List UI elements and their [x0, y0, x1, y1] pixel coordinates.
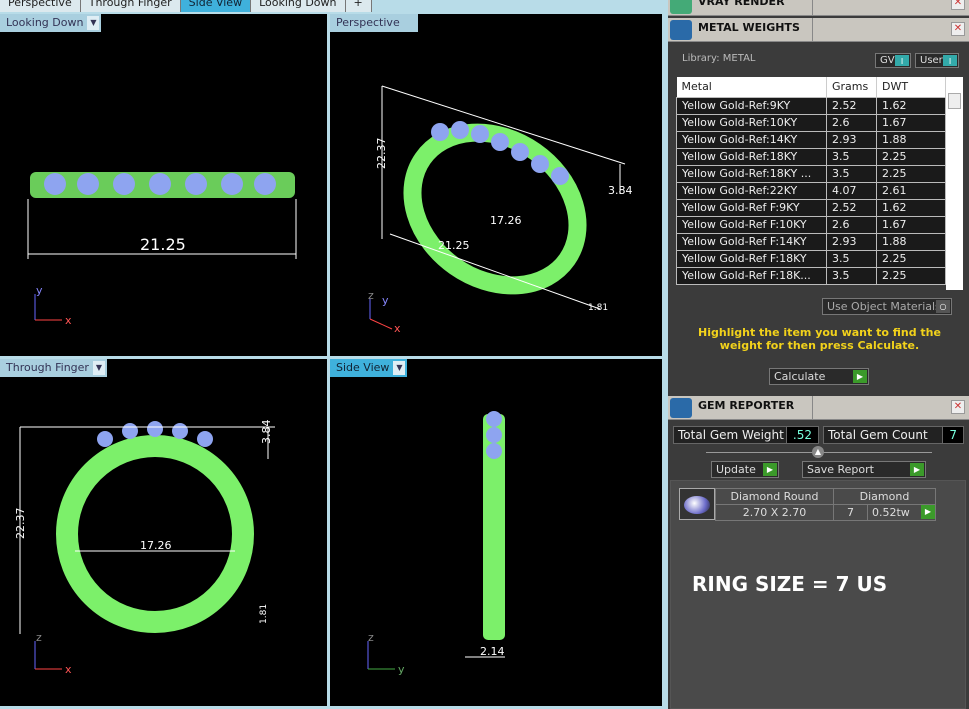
svg-text:y: y: [382, 294, 389, 307]
svg-text:3.84: 3.84: [608, 184, 633, 197]
viewport-label[interactable]: Side View ▼: [330, 359, 408, 377]
svg-text:z: z: [368, 289, 374, 302]
tab-perspective[interactable]: Perspective: [0, 0, 81, 12]
dim-label: 21.25: [140, 235, 186, 254]
close-icon[interactable]: ✕: [951, 0, 965, 10]
metal-row[interactable]: Yellow Gold-Ref:9KY 2.52 1.62: [676, 96, 946, 115]
svg-text:1.81: 1.81: [588, 303, 608, 313]
svg-text:y: y: [36, 284, 43, 297]
svg-text:x: x: [65, 663, 72, 676]
right-panel: VRAY RENDER ✕ METAL WEIGHTS ✕ Library: M…: [668, 0, 969, 709]
metal-row[interactable]: Yellow Gold-Ref:18KY ... 3.5 2.25: [676, 164, 946, 183]
vray-icon: [670, 0, 692, 14]
viewport-label[interactable]: Through Finger ▼: [0, 359, 107, 377]
gem-reporter-header[interactable]: GEM REPORTER ✕: [668, 396, 969, 420]
viewport-side-view[interactable]: 2.14 z y Side View ▼: [330, 359, 662, 706]
total-gem-count: Total Gem Count 7: [823, 426, 964, 444]
svg-text:22.37: 22.37: [375, 138, 388, 170]
report-icon: [670, 398, 692, 418]
viewport-looking-down[interactable]: 21.25 y x Looking Down ▼: [0, 14, 327, 356]
close-icon[interactable]: ✕: [951, 22, 965, 36]
gem-row[interactable]: 2.70 X 2.70 7 0.52tw: [715, 504, 936, 521]
metal-row[interactable]: Yellow Gold-Ref:18KY 3.5 2.25: [676, 147, 946, 166]
viewport-label[interactable]: Perspective: [330, 14, 418, 32]
chevron-down-icon[interactable]: ▼: [393, 361, 406, 375]
ring-side-view: 2.14 z y: [367, 411, 505, 676]
total-gem-weight: Total Gem Weight .52: [673, 426, 819, 444]
use-object-materials-toggle[interactable]: Use Object Materials ○: [822, 298, 952, 315]
add-tab-button[interactable]: +: [345, 0, 372, 12]
calculate-button[interactable]: Calculate ▶: [769, 368, 869, 385]
collapse-handle[interactable]: ▲: [812, 446, 824, 458]
ring-front-view: 22.37 3.84 17.26 1.81 z x: [14, 420, 275, 676]
metal-row[interactable]: Yellow Gold-Ref F:18KY 3.5 2.25: [676, 249, 946, 268]
hint-text: Highlight the item you want to find the …: [698, 326, 941, 352]
viewport-perspective[interactable]: 22.37 3.84 17.26 21.25 1.81 z y x Perspe…: [330, 14, 662, 356]
chevron-down-icon[interactable]: ▼: [87, 16, 100, 30]
tab-through-finger[interactable]: Through Finger: [80, 0, 181, 12]
svg-text:22.37: 22.37: [14, 508, 27, 540]
metal-row[interactable]: Yellow Gold-Ref:14KY 2.93 1.88: [676, 130, 946, 149]
table-scrollbar[interactable]: [946, 77, 963, 290]
metal-row[interactable]: Yellow Gold-Ref:22KY 4.07 2.61: [676, 181, 946, 200]
metal-row[interactable]: Yellow Gold-Ref F:10KY 2.6 1.67: [676, 215, 946, 234]
update-button[interactable]: Update ▶: [711, 461, 779, 478]
close-icon[interactable]: ✕: [951, 400, 965, 414]
metal-row[interactable]: Yellow Gold-Ref F:9KY 2.52 1.62: [676, 198, 946, 217]
svg-text:17.26: 17.26: [140, 539, 172, 552]
gem-table: Diamond Round Diamond 2.70 X 2.70 7 0.52tw: [715, 488, 936, 521]
ring-top-view: 21.25 y x: [27, 172, 297, 327]
gem-thumbnail: [679, 488, 715, 520]
svg-text:1.81: 1.81: [259, 604, 269, 624]
svg-text:2.14: 2.14: [480, 645, 505, 658]
metal-row[interactable]: Yellow Gold-Ref F:18K... 3.5 2.25: [676, 266, 946, 285]
svg-text:z: z: [368, 631, 374, 644]
tab-looking-down[interactable]: Looking Down: [251, 0, 346, 12]
gem-details-button[interactable]: ▶: [921, 505, 935, 519]
user-toggle[interactable]: User I: [915, 53, 959, 68]
ring-perspective-view: 22.37 3.84 17.26 21.25 1.81 z y x: [368, 85, 633, 335]
tab-side-view[interactable]: Side View: [180, 0, 252, 12]
metal-table: Metal Grams DWT Yellow Gold-Ref:9KY 2.52 1.6…: [676, 77, 946, 285]
viewport-through-finger[interactable]: 22.37 3.84 17.26 1.81 z x Through Finger…: [0, 359, 327, 706]
svg-text:y: y: [398, 663, 405, 676]
svg-text:17.26: 17.26: [490, 214, 522, 227]
svg-text:x: x: [394, 322, 401, 335]
view-tabs: Perspective Through Finger Side View Loo…: [0, 0, 372, 12]
vray-render-header[interactable]: VRAY RENDER ✕: [668, 0, 969, 16]
svg-text:x: x: [65, 314, 72, 327]
scale-icon: [670, 20, 692, 40]
metal-weights-header[interactable]: METAL WEIGHTS ✕: [668, 18, 969, 42]
library-label: Library: METAL: [682, 53, 756, 64]
save-report-button[interactable]: Save Report ▶: [802, 461, 926, 478]
svg-text:21.25: 21.25: [438, 239, 470, 252]
metal-row[interactable]: Yellow Gold-Ref F:14KY 2.93 1.88: [676, 232, 946, 251]
svg-text:z: z: [36, 631, 42, 644]
gv-toggle[interactable]: GV I: [875, 53, 911, 68]
viewport-label[interactable]: Looking Down ▼: [0, 14, 102, 32]
ring-size-note: RING SIZE = 7 US: [692, 572, 888, 596]
chevron-down-icon[interactable]: ▼: [92, 361, 105, 375]
metal-row[interactable]: Yellow Gold-Ref:10KY 2.6 1.67: [676, 113, 946, 132]
svg-text:3.84: 3.84: [260, 420, 273, 445]
